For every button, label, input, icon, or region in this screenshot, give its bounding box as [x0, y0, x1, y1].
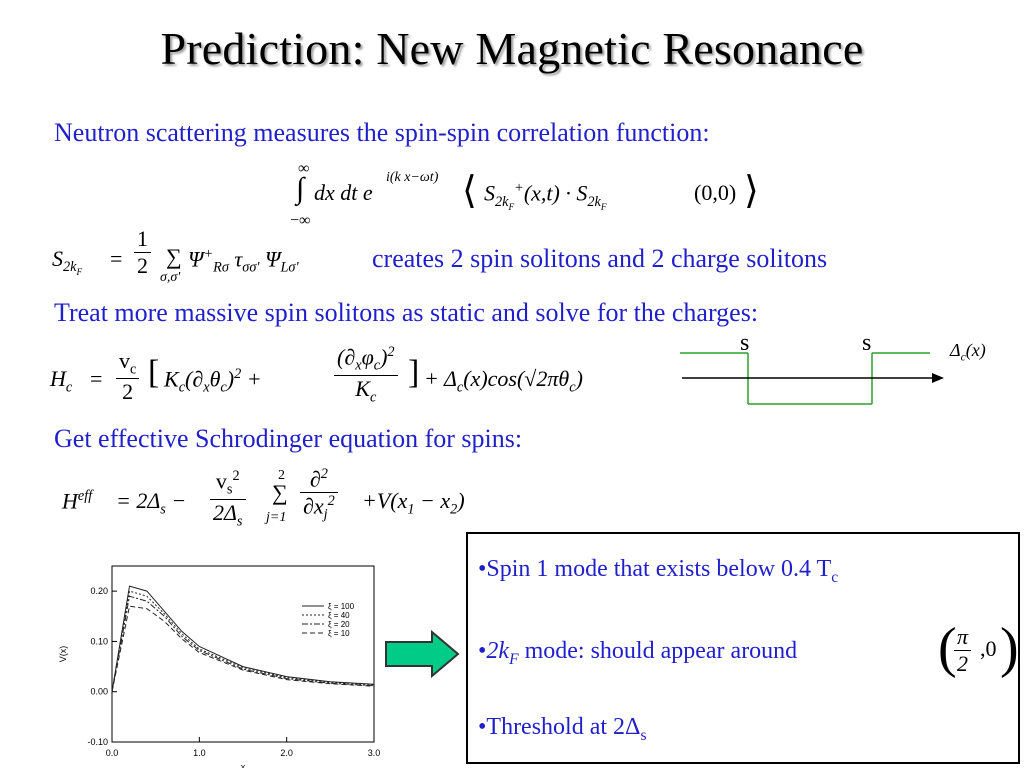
equals-sign: =	[110, 246, 123, 271]
pi-over-2: π 2	[954, 624, 972, 677]
sum-sign: ∑	[166, 244, 182, 269]
right-angle: ⟩	[744, 170, 759, 212]
half-fraction: 1 2	[134, 226, 151, 279]
spin-operator-definition: S2kF = 1 2 ∑ σ,σ' Ψ+Rσ τσσ' ΨLσ'	[52, 226, 372, 292]
series-line-1	[111, 590, 375, 692]
green-arrow-icon	[385, 629, 460, 679]
soliton-label-1: s	[740, 330, 750, 356]
exponent: i(k x−ωt)	[386, 170, 439, 185]
spin-operator-1: S2kF+(x,t) · S2kF	[484, 180, 607, 213]
integrand: dx dt e	[314, 180, 373, 205]
x-tick-label-2: 2.0	[280, 748, 293, 758]
delta-label: Δc(x)	[950, 340, 986, 364]
y-tick-label-3: 0.20	[90, 586, 108, 596]
sum-index: σ,σ'	[160, 270, 181, 285]
legend-label-0: ξ = 100	[328, 602, 355, 611]
equals-sign-2: =	[90, 366, 103, 391]
psi-product: Ψ+Rσ τσσ' ΨLσ'	[188, 246, 299, 276]
solitons-text: creates 2 spin solitons and 2 charge sol…	[372, 244, 828, 273]
soliton-diagram	[680, 352, 944, 405]
soliton-label-2: s	[862, 330, 872, 356]
legend-label-1: ξ = 40	[328, 611, 350, 620]
left-bracket: [	[148, 354, 160, 391]
vc-over-2: vc 2	[116, 348, 140, 405]
treat-massive-text: Treat more massive spin solitons as stat…	[54, 298, 759, 327]
bullet-threshold: •Threshold at 2Δs	[478, 714, 647, 744]
upper-limit: ∞	[298, 160, 310, 177]
sum-top: 2	[278, 468, 285, 483]
slide-title: Prediction: New Magnetic Resonance	[160, 23, 864, 74]
legend-label-2: ξ = 20	[328, 620, 350, 629]
y-tick-label-0: -0.10	[87, 737, 108, 747]
bullet-2kf: •2kF mode: should appear around	[478, 638, 798, 668]
x-tick-label-0: 0.0	[106, 748, 119, 758]
left-angle: ⟨	[462, 170, 477, 212]
bullet-spin1: •Spin 1 mode that exists below 0.4 Tc	[478, 556, 839, 586]
right-bracket: ]	[408, 354, 420, 391]
second-derivative: ∂2 ∂xj2	[300, 466, 338, 524]
integral-sign: ∫	[296, 172, 305, 205]
sum-bottom: j=1	[266, 510, 287, 525]
spin-operator-lhs: S2kF	[52, 246, 83, 279]
effective-hamiltonian: Heff = 2Δs − vs2 2Δs 2 ∑ j=1 ∂2 ∂xj2 +V(…	[62, 462, 512, 542]
predictions-box: •Spin 1 mode that exists below 0.4 Tc •2…	[466, 532, 1020, 764]
potential-chart: 0.0 1.0 2.0 3.0 -0.10 0.00 0.10 0.20 x V(x) ξ = 10…	[58, 565, 381, 768]
y-tick-label-1: 0.00	[90, 687, 108, 697]
kc-term: Kc(∂xθc)2 +	[164, 366, 262, 396]
hc-lhs: Hc	[50, 366, 73, 396]
series-line-2	[111, 595, 375, 692]
neutron-scattering-text: Neutron scattering measures the spin-spi…	[54, 118, 710, 147]
lower-limit: −∞	[290, 212, 311, 229]
y-tick-label-2: 0.10	[90, 636, 108, 646]
correlation-integral: ∞ ∫ −∞ dx dt e i(k x−ωt) ⟨ S2kF+(x,t) · …	[290, 160, 760, 232]
potential-term: +V(x1 − x2)	[362, 488, 465, 518]
x-tick-label-1: 1.0	[193, 748, 206, 758]
charge-hamiltonian: Hc = vc 2 [ Kc(∂xθc)2 + (∂xφc)2 Kc ] + Δ…	[50, 340, 670, 424]
sum-sign-2: ∑	[272, 480, 288, 505]
legend-label-3: ξ = 10	[328, 629, 350, 638]
x-axis-label: x	[241, 762, 246, 768]
y-axis-label: V(x)	[58, 646, 68, 663]
phi-over-kc: (∂xφc)2 Kc	[334, 344, 398, 406]
heff-lhs: Heff	[62, 488, 93, 514]
plot-frame	[111, 565, 375, 743]
x-axis-arrowhead	[932, 373, 944, 383]
x-tick-label-3: 3.0	[368, 748, 381, 758]
two-delta-s: = 2Δs −	[116, 488, 187, 518]
vs-squared-fraction: vs2 2Δs	[210, 468, 246, 530]
origin-arg: (0,0)	[694, 180, 737, 205]
delta-cos-term: + Δc(x)cos(√2πθc)	[424, 366, 583, 396]
schrodinger-text: Get effective Schrodinger equation for s…	[54, 424, 523, 453]
series-line-0	[111, 585, 375, 692]
series-line-3	[111, 605, 375, 692]
